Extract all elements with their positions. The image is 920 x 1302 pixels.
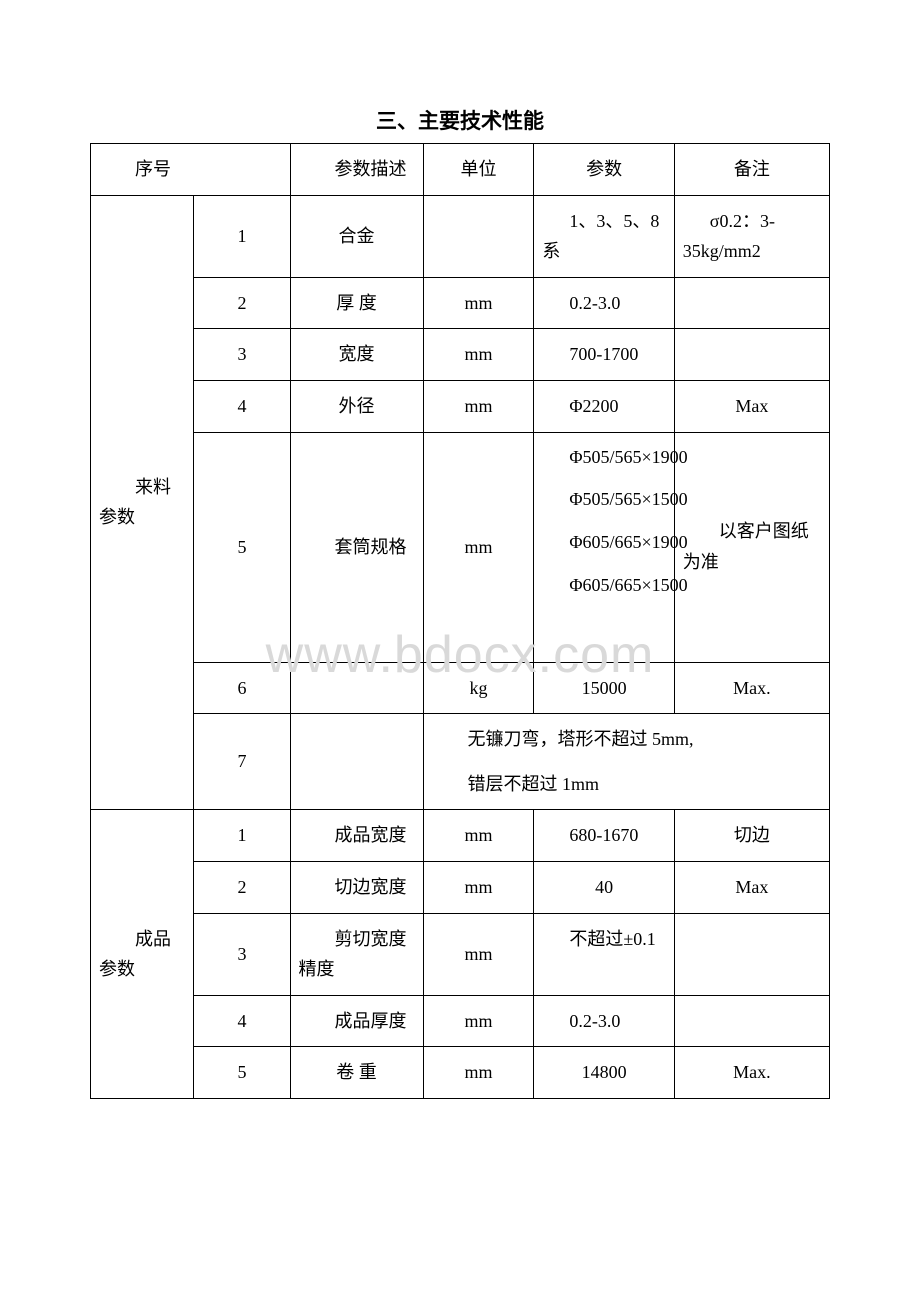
table-row: 2 切边宽度 mm 40 Max	[91, 861, 830, 913]
cell-merged: 无镰刀弯，塔形不超过 5mm, 错层不超过 1mm	[423, 714, 829, 810]
cell-param: 15000	[534, 662, 674, 714]
cell-desc	[290, 714, 423, 810]
table-row: 3 宽度 mm 700-1700	[91, 329, 830, 381]
cell-param: 0.2-3.0	[534, 277, 674, 329]
cell-unit: mm	[423, 329, 534, 381]
cell-num: 1	[194, 810, 290, 862]
cell-unit: mm	[423, 277, 534, 329]
table-row: 6 kg 15000 Max.	[91, 662, 830, 714]
cell-num: 1	[194, 195, 290, 277]
cell-param: Φ2200	[534, 380, 674, 432]
cell-desc: 套筒规格	[290, 432, 423, 662]
header-desc: 参数描述	[290, 144, 423, 196]
cell-param: Φ505/565×1900 Φ505/565×1500 Φ605/665×190…	[534, 432, 674, 662]
group-incoming: 来料参数	[91, 195, 194, 810]
cell-num: 7	[194, 714, 290, 810]
cell-desc	[290, 662, 423, 714]
cell-num: 4	[194, 995, 290, 1047]
table-row: 5 套筒规格 mm Φ505/565×1900 Φ505/565×1500 Φ6…	[91, 432, 830, 662]
cell-note	[674, 995, 829, 1047]
cell-unit: mm	[423, 913, 534, 995]
cell-desc: 剪切宽度精度	[290, 913, 423, 995]
cell-note	[674, 913, 829, 995]
cell-unit: mm	[423, 861, 534, 913]
cell-unit: mm	[423, 380, 534, 432]
cell-unit: mm	[423, 1047, 534, 1099]
cell-note: Max	[674, 380, 829, 432]
cell-note: 切边	[674, 810, 829, 862]
table-row: 2 厚 度 mm 0.2-3.0	[91, 277, 830, 329]
cell-param: 1、3、5、8 系	[534, 195, 674, 277]
cell-note: Max	[674, 861, 829, 913]
cell-desc: 宽度	[290, 329, 423, 381]
cell-desc: 成品宽度	[290, 810, 423, 862]
cell-num: 2	[194, 861, 290, 913]
cell-param: 不超过±0.1	[534, 913, 674, 995]
cell-unit: mm	[423, 432, 534, 662]
header-param: 参数	[534, 144, 674, 196]
table-row: 4 成品厚度 mm 0.2-3.0	[91, 995, 830, 1047]
cell-unit: kg	[423, 662, 534, 714]
cell-desc: 外径	[290, 380, 423, 432]
cell-note: Max.	[674, 1047, 829, 1099]
header-unit: 单位	[423, 144, 534, 196]
table-row: 7 无镰刀弯，塔形不超过 5mm, 错层不超过 1mm	[91, 714, 830, 810]
cell-param: 0.2-3.0	[534, 995, 674, 1047]
cell-num: 3	[194, 329, 290, 381]
cell-param: 14800	[534, 1047, 674, 1099]
cell-param: 700-1700	[534, 329, 674, 381]
cell-unit: mm	[423, 995, 534, 1047]
cell-num: 5	[194, 432, 290, 662]
cell-num: 2	[194, 277, 290, 329]
cell-unit: mm	[423, 810, 534, 862]
cell-num: 6	[194, 662, 290, 714]
cell-param: 40	[534, 861, 674, 913]
table-row: 3 剪切宽度精度 mm 不超过±0.1	[91, 913, 830, 995]
cell-desc: 厚 度	[290, 277, 423, 329]
group-product: 成品参数	[91, 810, 194, 1099]
cell-param: 680-1670	[534, 810, 674, 862]
table-row: 来料参数 1 合金 1、3、5、8 系 σ0.2：3-35kg/mm2	[91, 195, 830, 277]
table-row: 序号 参数描述 单位 参数 备注	[91, 144, 830, 196]
cell-note: 以客户图纸为准	[674, 432, 829, 662]
cell-unit	[423, 195, 534, 277]
table-row: 成品参数 1 成品宽度 mm 680-1670 切边	[91, 810, 830, 862]
cell-desc: 卷 重	[290, 1047, 423, 1099]
cell-note: σ0.2：3-35kg/mm2	[674, 195, 829, 277]
cell-num: 4	[194, 380, 290, 432]
header-seq: 序号	[91, 144, 291, 196]
table-row: 5 卷 重 mm 14800 Max.	[91, 1047, 830, 1099]
cell-desc: 成品厚度	[290, 995, 423, 1047]
table-row: 4 外径 mm Φ2200 Max	[91, 380, 830, 432]
cell-desc: 切边宽度	[290, 861, 423, 913]
spec-table: 序号 参数描述 单位 参数 备注 来料参数 1 合金 1、3、5、8 系 σ0.…	[90, 143, 830, 1099]
cell-note	[674, 277, 829, 329]
cell-num: 3	[194, 913, 290, 995]
header-note: 备注	[674, 144, 829, 196]
cell-note: Max.	[674, 662, 829, 714]
cell-num: 5	[194, 1047, 290, 1099]
cell-desc: 合金	[290, 195, 423, 277]
page-title: 三、主要技术性能	[90, 105, 830, 135]
cell-note	[674, 329, 829, 381]
